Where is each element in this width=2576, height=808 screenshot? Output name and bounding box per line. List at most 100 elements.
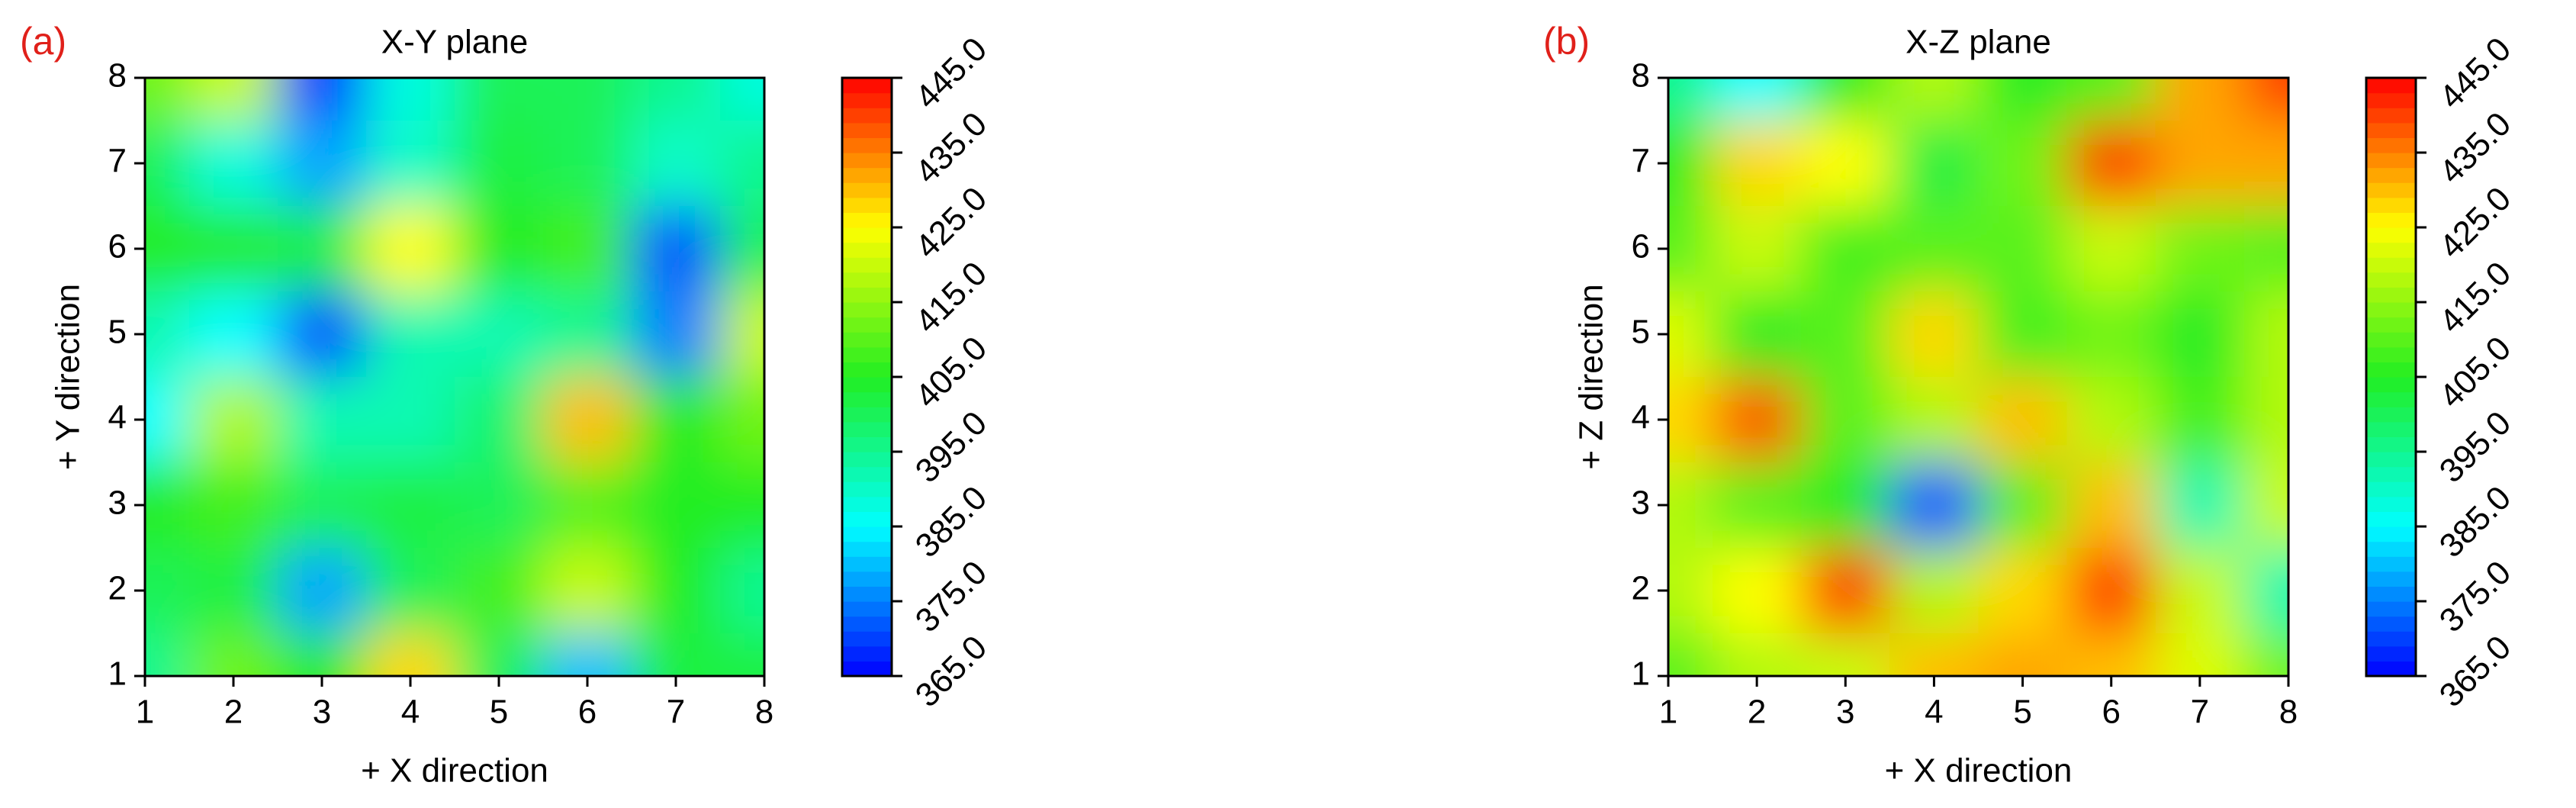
cell — [2155, 206, 2244, 291]
x-tick-label: 2 — [224, 694, 243, 731]
colorbar-step — [842, 466, 892, 482]
colorbar-step — [2366, 242, 2416, 258]
colorbar-tick-label: 425.0 — [2433, 180, 2519, 266]
panel-label: (a) — [20, 20, 66, 63]
colorbar-step — [2366, 645, 2416, 662]
y-axis-label: + Y direction — [50, 284, 87, 470]
colorbar-step — [2366, 631, 2416, 647]
colorbar-tick-label: 365.0 — [909, 629, 995, 715]
cell — [2066, 291, 2156, 377]
cell — [1978, 548, 2067, 633]
cell — [455, 462, 543, 548]
cell — [1668, 121, 1713, 206]
cell — [543, 291, 632, 377]
contour-field — [1668, 78, 2288, 676]
cell — [1978, 633, 2067, 676]
cell — [2155, 121, 2244, 206]
colorbar-step — [2366, 377, 2416, 393]
colorbar-step — [2366, 92, 2416, 108]
cell — [632, 377, 720, 462]
colorbar-step — [842, 645, 892, 662]
cell — [543, 206, 632, 291]
cell — [366, 377, 455, 462]
colorbar-step — [842, 167, 892, 183]
cell — [720, 462, 764, 548]
colorbar-step — [2366, 466, 2416, 482]
colorbar-step — [842, 346, 892, 362]
cell — [2066, 548, 2156, 633]
cell — [2243, 206, 2288, 291]
colorbar-tick-label: 405.0 — [909, 330, 995, 416]
colorbar-step — [2366, 556, 2416, 572]
colorbar-tick-label: 405.0 — [2433, 330, 2519, 416]
x-tick-label: 4 — [401, 694, 420, 731]
cell — [1713, 78, 1802, 121]
colorbar-step — [842, 78, 892, 94]
x-tick-label: 2 — [1748, 694, 1766, 731]
cell — [2066, 206, 2156, 291]
x-tick-label: 7 — [667, 694, 685, 731]
colorbar-step — [842, 541, 892, 557]
colorbar-tick-label: 385.0 — [2433, 479, 2519, 565]
colorbar-step — [2366, 421, 2416, 437]
colorbar-step — [842, 631, 892, 647]
colorbar-step — [842, 197, 892, 213]
x-tick-label: 1 — [1659, 694, 1677, 731]
colorbar-tick-label: 395.0 — [909, 404, 995, 491]
cell — [189, 633, 278, 676]
colorbar-step — [842, 571, 892, 587]
cell — [1801, 377, 1890, 462]
colorbar-tick-label: 445.0 — [2433, 31, 2519, 117]
x-tick-label: 6 — [578, 694, 597, 731]
colorbar-step — [2366, 346, 2416, 362]
cell — [720, 121, 764, 206]
colorbar-step — [2366, 287, 2416, 303]
x-tick-label: 6 — [2102, 694, 2120, 731]
cell — [1713, 548, 1802, 633]
cell — [366, 548, 455, 633]
colorbar-step — [842, 212, 892, 228]
cell — [2243, 121, 2288, 206]
colorbar-step — [842, 496, 892, 512]
cell — [366, 78, 455, 121]
cell — [1713, 462, 1802, 548]
y-axis-label: + Z direction — [1573, 284, 1610, 469]
colorbar-step — [842, 616, 892, 632]
panel-label: (b) — [1543, 20, 1590, 63]
colorbar-step — [842, 137, 892, 153]
cell — [1801, 291, 1890, 377]
colorbar-step — [2366, 227, 2416, 243]
colorbar-step — [842, 481, 892, 497]
colorbar-step — [842, 272, 892, 288]
cell — [1889, 78, 1979, 121]
cell — [632, 206, 720, 291]
cell — [2066, 377, 2156, 462]
colorbar-step — [2366, 661, 2416, 677]
cell — [455, 206, 543, 291]
colorbar-step — [842, 108, 892, 124]
cell — [278, 548, 366, 633]
colorbar-step — [842, 556, 892, 572]
cell — [1668, 633, 1713, 676]
colorbar-step — [842, 452, 892, 468]
cell — [632, 78, 720, 121]
cell — [1801, 548, 1890, 633]
cell — [2243, 462, 2288, 548]
cell — [145, 548, 189, 633]
cell — [1978, 78, 2067, 121]
cell — [455, 78, 543, 121]
cell — [1978, 377, 2067, 462]
cell — [189, 206, 278, 291]
plot-area — [1668, 78, 2288, 676]
y-tick-label: 8 — [1632, 57, 1650, 95]
colorbar-step — [842, 377, 892, 393]
colorbar-step — [2366, 452, 2416, 468]
cell — [189, 548, 278, 633]
cell — [278, 206, 366, 291]
colorbar-tick-label: 435.0 — [2433, 105, 2519, 192]
cell — [720, 291, 764, 377]
cell — [1889, 633, 1979, 676]
colorbar-step — [842, 332, 892, 348]
cell — [720, 206, 764, 291]
cell — [1713, 206, 1802, 291]
